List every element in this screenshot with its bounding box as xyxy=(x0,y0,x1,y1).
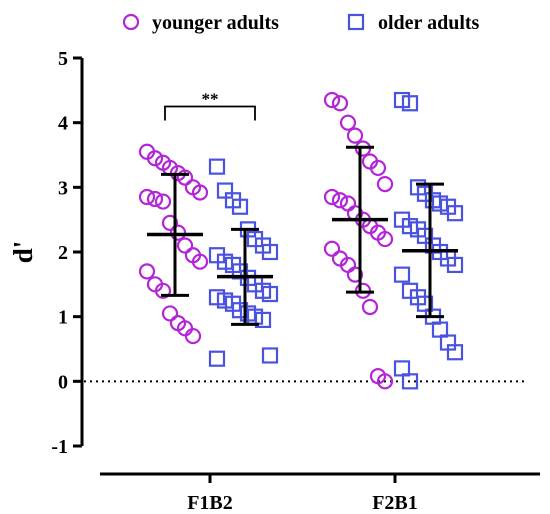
y-tick-label: 0 xyxy=(58,371,68,393)
younger-adults-point xyxy=(191,253,209,270)
legend-label-older-adults: older adults xyxy=(378,12,480,34)
x-tick-label-f2b1: F2B1 xyxy=(372,492,418,514)
y-axis: -1 0 1 2 3 4 5 xyxy=(51,48,84,458)
older-adults-point xyxy=(208,350,226,367)
younger-adults-point xyxy=(154,193,172,210)
younger-adults-point xyxy=(323,240,341,257)
younger-adults-point xyxy=(331,95,349,112)
significance-bracket xyxy=(164,105,256,121)
legend-marker-younger-adults xyxy=(122,13,140,31)
younger-adults-point xyxy=(376,230,394,248)
older-adults-point xyxy=(446,205,464,222)
y-tick-label: 3 xyxy=(58,177,68,199)
y-tick-label: -1 xyxy=(51,436,68,458)
younger-adults-point xyxy=(176,237,194,254)
younger-adults-point xyxy=(146,150,164,167)
older-adults-point xyxy=(401,95,419,112)
data-points xyxy=(138,91,464,390)
younger-adults-point xyxy=(169,224,187,241)
younger-adults-point xyxy=(361,298,379,316)
legend-marker-older-adults xyxy=(347,13,365,31)
younger-adults-point xyxy=(346,127,364,144)
younger-adults-point xyxy=(369,159,387,177)
younger-adults-point xyxy=(323,91,341,109)
older-adults-point xyxy=(254,311,272,328)
younger-adults-point xyxy=(176,169,194,186)
y-tick-label: 2 xyxy=(58,242,68,264)
x-axis: F1B2 F2B1 xyxy=(100,472,540,514)
younger-adults-point xyxy=(191,184,209,201)
younger-adults-point xyxy=(323,188,341,206)
older-adults-point xyxy=(446,256,464,274)
younger-adults-point xyxy=(331,192,349,209)
legend-label-younger-adults: younger adults xyxy=(152,12,279,34)
older-adults-point xyxy=(261,243,279,261)
younger-adults-point xyxy=(161,214,179,231)
older-adults-point xyxy=(208,158,226,175)
older-adults-point xyxy=(261,285,279,303)
younger-adults-point xyxy=(161,305,179,322)
legend: younger adults older adults xyxy=(122,12,480,34)
younger-adults-point xyxy=(339,114,357,131)
older-adults-point xyxy=(393,266,411,283)
y-axis-label: d' xyxy=(8,241,38,264)
x-tick-label-f1b2: F1B2 xyxy=(187,492,233,514)
younger-adults-point xyxy=(339,195,357,212)
younger-adults-point xyxy=(154,282,172,299)
younger-adults-point xyxy=(138,263,156,280)
younger-adults-point xyxy=(138,188,156,206)
younger-adults-point xyxy=(184,327,202,345)
y-tick-label: 4 xyxy=(58,113,68,135)
younger-adults-point xyxy=(376,373,394,390)
older-adults-point xyxy=(261,347,279,364)
older-adults-point xyxy=(446,344,464,361)
annotations: ** xyxy=(164,90,256,121)
y-tick-label: 1 xyxy=(58,307,68,329)
younger-adults-point xyxy=(376,176,394,193)
y-tick-label: 5 xyxy=(58,48,68,70)
younger-adults-point xyxy=(146,190,164,208)
older-adults-point xyxy=(401,373,419,390)
older-adults-point xyxy=(231,198,249,215)
significance-label: ** xyxy=(202,90,219,109)
younger-adults-point xyxy=(346,266,364,283)
error-bars xyxy=(147,145,458,326)
